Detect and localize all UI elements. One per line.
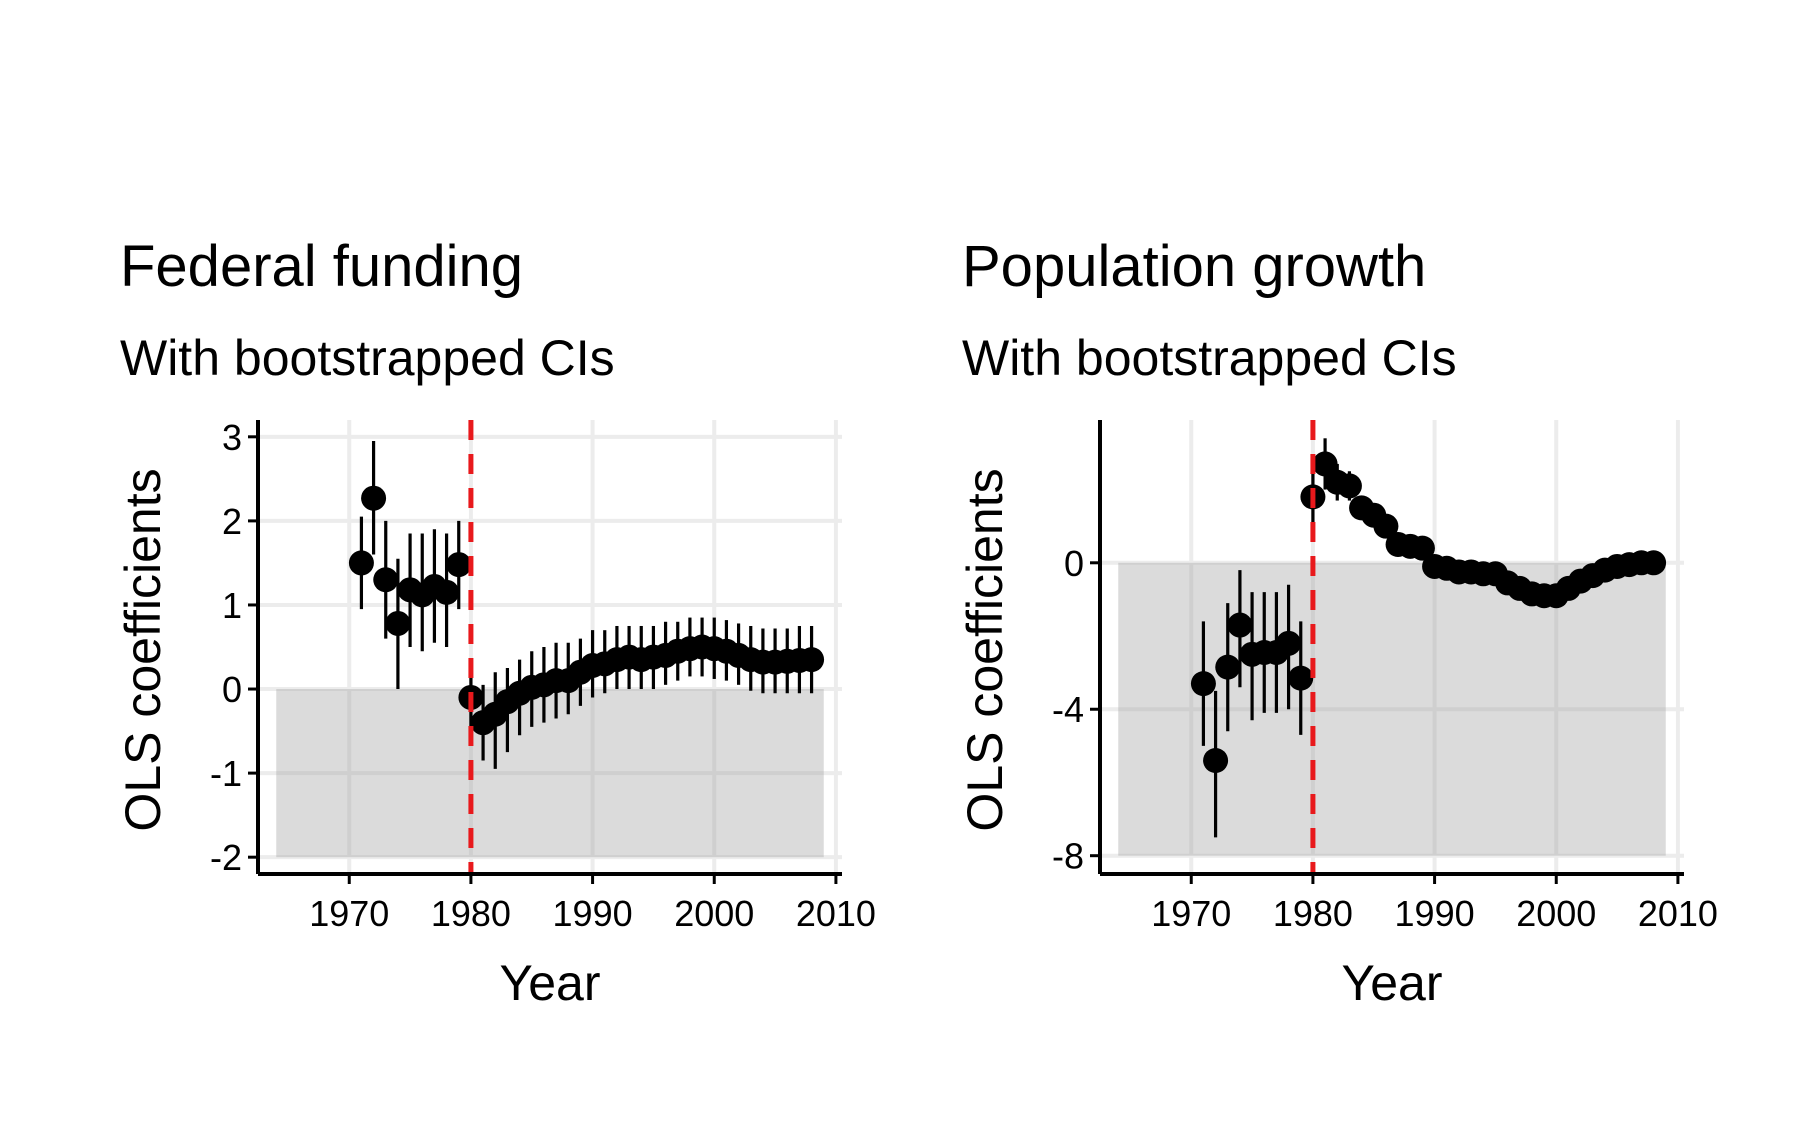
- data-point: [1276, 630, 1302, 656]
- panel-title: Federal funding: [120, 234, 523, 299]
- panel-subtitle: With bootstrapped CIs: [962, 330, 1457, 386]
- x-axis-label: Year: [499, 955, 600, 1011]
- y-tick-label: -8: [1052, 836, 1084, 877]
- data-point: [446, 552, 472, 578]
- y-tick-label: 0: [222, 669, 242, 710]
- x-tick-label: 1980: [431, 893, 511, 934]
- data-point: [1312, 451, 1338, 477]
- x-tick-label: 1970: [1151, 893, 1231, 934]
- data-point: [1373, 513, 1399, 539]
- y-tick-label: 2: [222, 501, 242, 542]
- y-tick-label: 1: [222, 585, 242, 626]
- data-point: [348, 550, 374, 576]
- data-point: [1190, 671, 1216, 697]
- data-point: [1336, 473, 1362, 499]
- y-tick-label: -2: [210, 837, 242, 878]
- data-point: [373, 567, 399, 593]
- y-tick-label: 0: [1064, 543, 1084, 584]
- y-tick-label: -1: [210, 753, 242, 794]
- panel-subtitle: With bootstrapped CIs: [120, 330, 615, 386]
- plot-area: 1970 1980 1990 2000 2010 -8 -4 0: [1052, 420, 1718, 934]
- data-point: [1227, 612, 1253, 638]
- x-tick-label: 1990: [553, 893, 633, 934]
- y-tick-label: 3: [222, 417, 242, 458]
- y-axis-label: OLS coefficients: [957, 468, 1013, 831]
- y-tick-label: -4: [1052, 689, 1084, 730]
- data-point: [1409, 535, 1435, 561]
- panel-population-growth: Population growth With bootstrapped CIs …: [957, 234, 1718, 1011]
- data-point: [1203, 748, 1229, 773]
- x-axis-label: Year: [1341, 955, 1442, 1011]
- data-point: [1641, 550, 1667, 576]
- data-point: [1215, 654, 1241, 680]
- x-tick-label: 2000: [674, 893, 754, 934]
- x-tick-label: 1990: [1395, 893, 1475, 934]
- shaded-region: [276, 689, 824, 858]
- data-point: [1288, 665, 1314, 691]
- panel-title: Population growth: [962, 234, 1426, 299]
- x-tick-label: 2010: [796, 893, 876, 934]
- y-axis-label: OLS coefficients: [115, 468, 171, 831]
- panel-federal-funding: Federal funding With bootstrapped CIs 19…: [115, 234, 876, 1011]
- data-point: [799, 647, 825, 673]
- x-tick-label: 1980: [1273, 893, 1353, 934]
- data-point: [385, 610, 411, 636]
- shaded-region: [1118, 562, 1666, 856]
- x-tick-label: 2000: [1516, 893, 1596, 934]
- plot-area: 1970 1980 1990 2000 2010 -2 -1 0 1 2 3: [210, 417, 876, 934]
- data-point: [361, 485, 387, 511]
- data-point: [434, 579, 460, 605]
- x-tick-label: 2010: [1638, 893, 1718, 934]
- x-tick-label: 1970: [309, 893, 389, 934]
